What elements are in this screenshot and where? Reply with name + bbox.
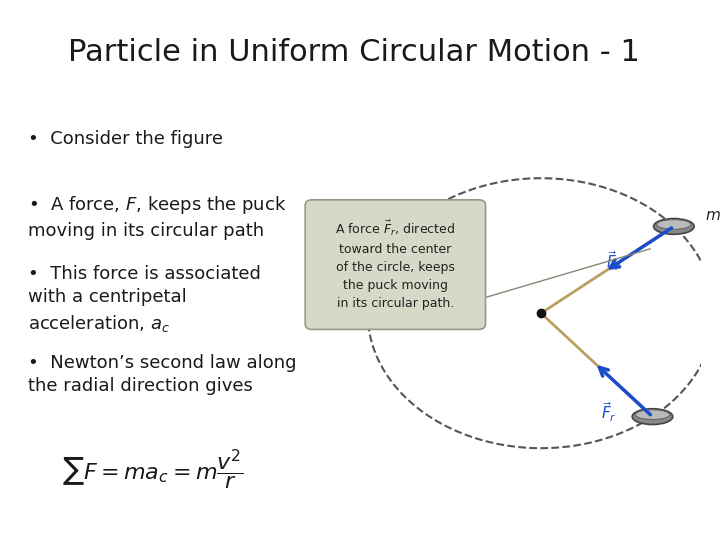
Text: •  A force, $\mathit{F}$, keeps the puck
moving in its circular path: • A force, $\mathit{F}$, keeps the puck … [28,194,287,240]
Text: •  This force is associated
with a centripetal
acceleration, $a_c$: • This force is associated with a centri… [28,265,261,334]
Text: $\vec{F}_r$: $\vec{F}_r$ [606,249,622,273]
Text: $\sum F = ma_c = m\dfrac{v^2}{r}$: $\sum F = ma_c = m\dfrac{v^2}{r}$ [63,448,244,492]
Text: $\vec{F}_r$: $\vec{F}_r$ [600,401,616,424]
Ellipse shape [654,219,694,234]
Text: •  Newton’s second law along
the radial direction gives: • Newton’s second law along the radial d… [28,354,296,395]
FancyBboxPatch shape [305,200,485,329]
Text: •  Consider the figure: • Consider the figure [28,130,222,147]
Text: A force $\vec{F}_r$, directed
toward the center
of the circle, keeps
the puck mo: A force $\vec{F}_r$, directed toward the… [336,219,455,310]
Ellipse shape [657,220,691,229]
Text: Particle in Uniform Circular Motion - 1: Particle in Uniform Circular Motion - 1 [68,38,639,67]
Ellipse shape [632,409,672,424]
Ellipse shape [635,410,670,420]
Text: $m$: $m$ [705,208,720,223]
